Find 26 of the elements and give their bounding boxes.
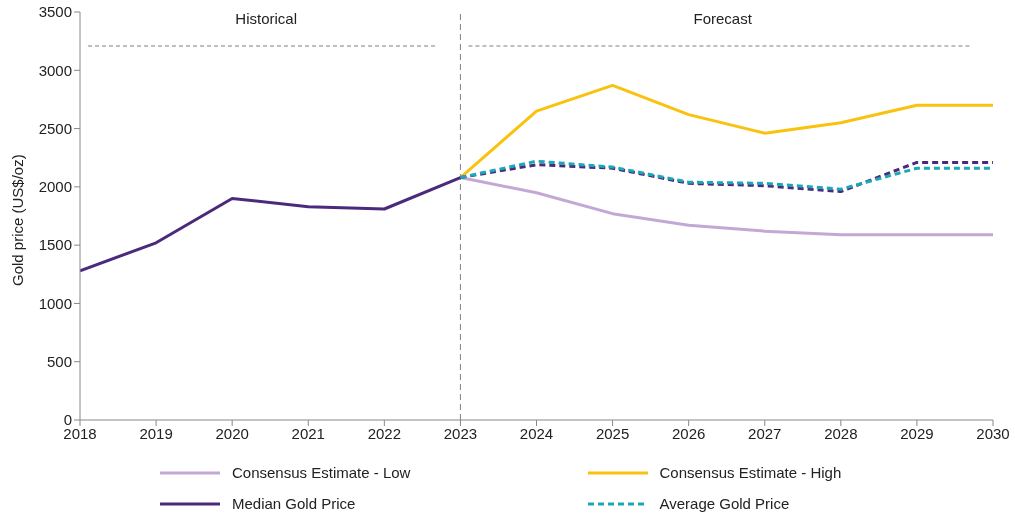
- y-tick-label: 3500: [38, 3, 72, 21]
- legend-label: Average Gold Price: [659, 495, 790, 512]
- x-tick-label: 2022: [367, 424, 402, 442]
- y-tick-label: 3000: [38, 61, 72, 79]
- y-tick-label: 2500: [38, 119, 72, 137]
- y-tick-label: 500: [46, 353, 72, 371]
- x-tick-label: 2025: [595, 424, 630, 442]
- x-tick-label: 2026: [671, 424, 706, 442]
- x-tick-label: 2030: [976, 424, 1010, 442]
- x-tick-label: 2020: [215, 424, 249, 442]
- y-tick-label: 2000: [38, 178, 72, 196]
- legend-label: Consensus Estimate - Low: [232, 464, 411, 481]
- x-tick-label: 2019: [139, 424, 173, 442]
- y-tick-label: 1500: [38, 236, 72, 254]
- x-tick-label: 2024: [519, 424, 554, 442]
- legend-label: Median Gold Price: [232, 495, 356, 512]
- annotation: Forecast: [693, 10, 753, 27]
- annotation: Historical: [235, 10, 298, 27]
- y-tick-label: 1000: [38, 294, 72, 312]
- x-tick-label: 2023: [443, 424, 478, 442]
- x-tick-label: 2029: [900, 424, 934, 442]
- y-axis-title: Gold price (US$/oz): [9, 154, 27, 286]
- x-tick-label: 2021: [291, 424, 325, 442]
- legend-label: Consensus Estimate - High: [659, 464, 842, 481]
- x-tick-label: 2028: [824, 424, 858, 442]
- x-tick-label: 2027: [748, 424, 782, 442]
